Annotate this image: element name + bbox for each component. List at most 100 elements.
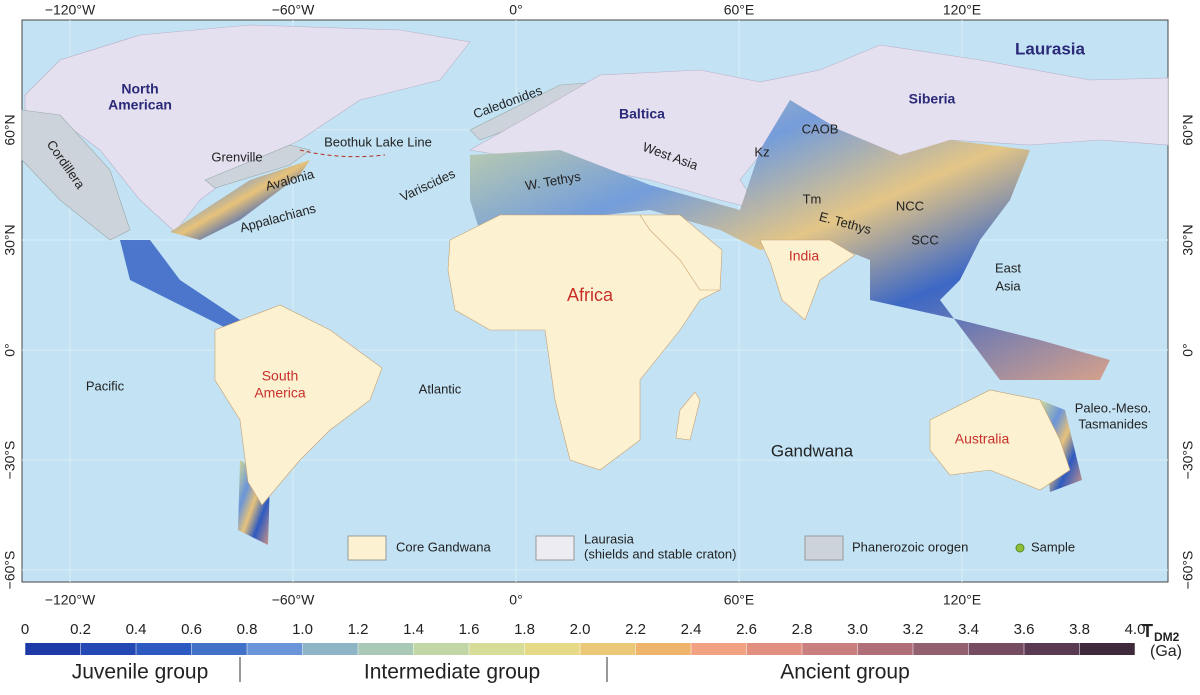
- lon-label: 120°E: [943, 592, 981, 608]
- legend-label: Phanerozoic orogen: [852, 539, 968, 554]
- colorbar-swatch: [968, 643, 1024, 655]
- region-label: Beothuk Lake Line: [324, 134, 432, 149]
- lat-label: 60°N: [1180, 114, 1196, 145]
- colorbar-swatch: [136, 643, 192, 655]
- lat-label: 0°: [2, 343, 18, 356]
- south-america: [214, 304, 383, 506]
- colorbar-tick-label: 3.2: [903, 621, 924, 638]
- colorbar-swatch: [1024, 643, 1080, 655]
- region-label: Tasmanides: [1078, 416, 1148, 431]
- colorbar-swatch: [580, 643, 636, 655]
- colorbar-swatch: [802, 643, 858, 655]
- region-label: Kz: [754, 144, 769, 159]
- group-label: Ancient group: [780, 661, 910, 684]
- lat-label: −60°S: [1180, 551, 1196, 590]
- lat-label: −30°S: [1180, 441, 1196, 480]
- region-label: Africa: [567, 285, 614, 305]
- region-label: American: [108, 97, 172, 113]
- laurasia-north-america: [24, 24, 471, 233]
- lat-label: −60°S: [2, 551, 18, 590]
- region-label: India: [789, 248, 820, 264]
- landmasses: [21, 24, 1169, 545]
- colorbar-swatch: [691, 643, 747, 655]
- appalachian-orogen: [170, 160, 310, 240]
- colorbar-title: T: [1142, 621, 1153, 641]
- colorbar-tick-label: 3.0: [847, 621, 868, 638]
- colorbar-swatch: [524, 643, 580, 655]
- colorbar-tick-label: 0: [21, 621, 29, 638]
- lat-label: 60°N: [2, 114, 18, 145]
- lon-label: 60°E: [724, 592, 755, 608]
- lat-label: 30°N: [1180, 224, 1196, 255]
- group-label: Intermediate group: [364, 661, 540, 684]
- legend: Core Gandwana Laurasia (shields and stab…: [347, 531, 1075, 561]
- colorbar-tick-label: 0.2: [70, 621, 91, 638]
- colorbar-tick-label: 2.6: [736, 621, 757, 638]
- region-label: Baltica: [619, 106, 665, 122]
- colorbar-tick-label: 1.8: [514, 621, 535, 638]
- colorbar-swatch: [469, 643, 525, 655]
- region-label: SCC: [911, 232, 938, 247]
- colorbar-swatch: [247, 643, 303, 655]
- region-label: North: [121, 81, 158, 97]
- lon-label: −120°W: [45, 592, 96, 608]
- legend-swatch: [535, 535, 575, 561]
- colorbar-swatch: [913, 643, 969, 655]
- lon-label: 0°: [509, 592, 522, 608]
- lat-label: −30°S: [2, 441, 18, 480]
- colorbar-swatch: [80, 643, 136, 655]
- region-label: CAOB: [802, 121, 839, 136]
- colorbar-swatch: [1079, 643, 1135, 655]
- colorbar-tick-label: 2.0: [570, 621, 591, 638]
- region-label: NCC: [896, 198, 924, 213]
- colorbar-swatch: [191, 643, 247, 655]
- colorbar-title-sub: DM2: [1154, 630, 1180, 644]
- region-label: Australia: [955, 431, 1010, 447]
- colorbar-tick-label: 1.0: [292, 621, 313, 638]
- region-label: Siberia: [909, 91, 956, 107]
- colorbar-tick-label: 1.4: [403, 621, 424, 638]
- colorbar-swatch: [25, 643, 81, 655]
- colorbar-tick-label: 3.8: [1069, 621, 1090, 638]
- india: [759, 239, 856, 321]
- region-label: Paleo.-Meso.: [1075, 400, 1152, 415]
- colorbar-tick-label: 2.2: [625, 621, 646, 638]
- region-label: Grenville: [211, 149, 262, 164]
- colorbar-tick-label: 3.4: [958, 621, 979, 638]
- lon-label: 60°E: [724, 2, 755, 18]
- madagascar: [675, 391, 701, 441]
- region-label: Asia: [995, 278, 1021, 293]
- region-label: Gandwana: [771, 441, 854, 460]
- central-america-orogen: [120, 240, 240, 330]
- colorbar-tick-label: 0.4: [126, 621, 147, 638]
- colorbar-tick-label: 4.0: [1125, 621, 1146, 638]
- region-label: South: [262, 368, 299, 384]
- beothuk-line: [299, 149, 386, 158]
- colorbar-tick-label: 3.6: [1014, 621, 1035, 638]
- lon-label: −60°W: [272, 2, 315, 18]
- colorbar-unit: (Ga): [1150, 643, 1182, 660]
- region-label: Laurasia: [1015, 39, 1085, 58]
- legend-label: (shields and stable craton): [584, 546, 736, 561]
- legend-swatch: [347, 535, 387, 561]
- colorbar-tick-label: 1.2: [348, 621, 369, 638]
- lon-label: −60°W: [272, 592, 315, 608]
- cordillera-orogen: [21, 109, 131, 241]
- colorbar-swatch: [302, 643, 358, 655]
- colorbar-tick-label: 0.6: [181, 621, 202, 638]
- lon-label: 0°: [509, 2, 522, 18]
- region-label: Atlantic: [419, 381, 462, 396]
- lon-label: −120°W: [45, 2, 96, 18]
- colorbar-tick-label: 2.4: [681, 621, 702, 638]
- region-label: East: [995, 260, 1021, 275]
- legend-dot: [1015, 543, 1025, 553]
- arabia: [639, 214, 723, 291]
- group-label: Juvenile group: [72, 661, 209, 684]
- colorbar-swatch: [857, 643, 913, 655]
- colorbar-tick-label: 1.6: [459, 621, 480, 638]
- colorbar-swatch: [358, 643, 414, 655]
- lat-label: 30°N: [2, 224, 18, 255]
- legend-swatch: [804, 535, 844, 561]
